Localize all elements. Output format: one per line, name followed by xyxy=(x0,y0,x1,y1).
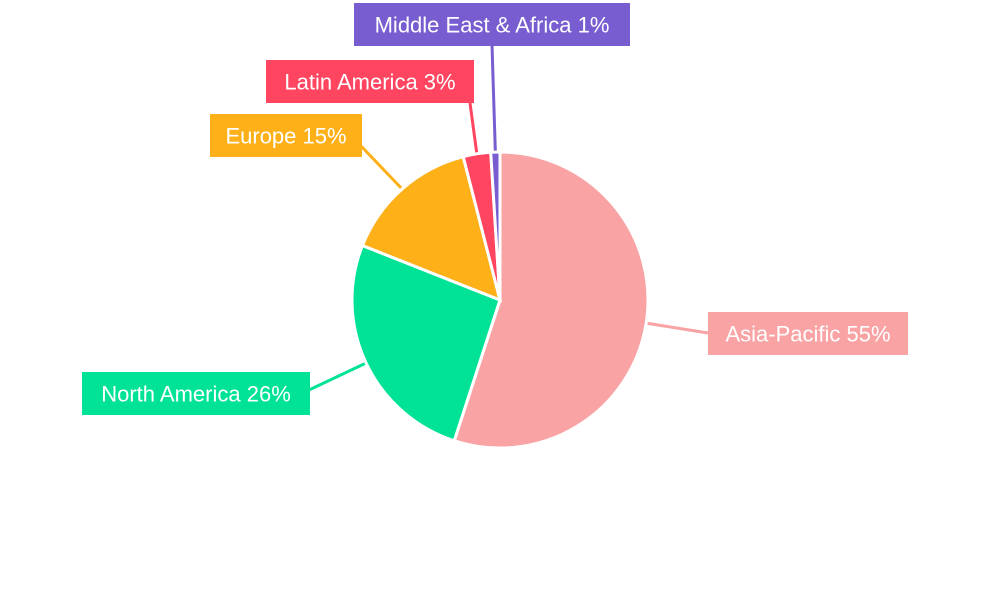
leader-line-latin-america xyxy=(468,102,479,155)
leader-line-asia-pacific xyxy=(645,321,709,335)
data-label-europe: Europe 15% xyxy=(210,114,362,157)
slices xyxy=(350,150,650,450)
leader-line-europe xyxy=(359,144,404,191)
slice-north-america[interactable] xyxy=(350,243,502,443)
label-text: Asia-Pacific 55% xyxy=(725,322,890,347)
label-box xyxy=(82,372,310,415)
slice-middle-east-africa[interactable] xyxy=(489,150,502,301)
label-text: North America 26% xyxy=(101,382,291,407)
label-box xyxy=(210,114,362,157)
leader-lines xyxy=(308,44,709,392)
label-box xyxy=(354,3,630,46)
label-text: Middle East & Africa 1% xyxy=(375,13,610,38)
data-label-north-america: North America 26% xyxy=(82,372,310,415)
label-text: Europe 15% xyxy=(225,124,346,149)
label-text: Latin America 3% xyxy=(284,70,455,95)
leader-line-middle-east-africa xyxy=(490,44,497,153)
label-box xyxy=(708,312,908,355)
data-label-latin-america: Latin America 3% xyxy=(266,60,474,103)
slice-europe[interactable] xyxy=(360,154,503,303)
labels: Asia-Pacific 55% North America 26% Europe … xyxy=(82,3,908,415)
leader-line-north-america xyxy=(308,361,367,392)
slice-asia-pacific[interactable] xyxy=(452,150,650,450)
data-label-middle-east-africa: Middle East & Africa 1% xyxy=(354,3,630,46)
label-box xyxy=(266,60,474,103)
data-label-asia-pacific: Asia-Pacific 55% xyxy=(708,312,908,355)
